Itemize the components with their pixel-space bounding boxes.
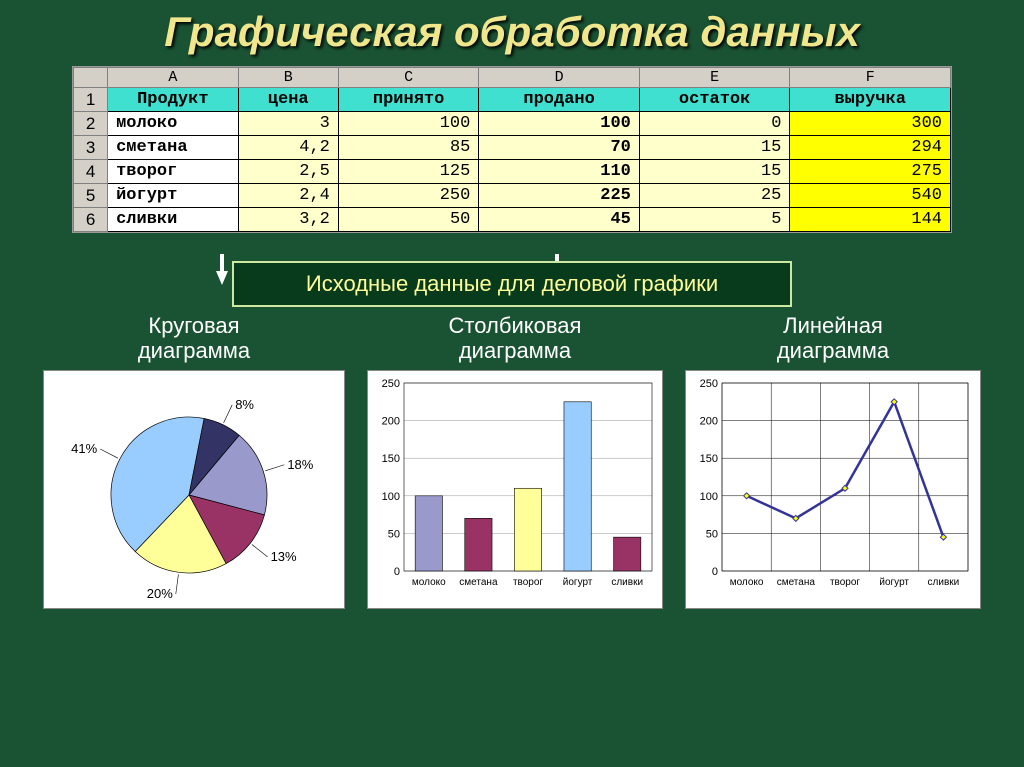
svg-text:150: 150: [700, 453, 718, 465]
cell-product: молоко: [108, 112, 238, 136]
svg-text:50: 50: [706, 528, 718, 540]
svg-text:сметана: сметана: [777, 577, 816, 588]
table-header-cell: принято: [338, 88, 478, 112]
row-number: 5: [74, 184, 108, 208]
cell-product: йогурт: [108, 184, 238, 208]
cell-remain: 25: [639, 184, 790, 208]
cell-received: 250: [338, 184, 478, 208]
table-header-cell: остаток: [639, 88, 790, 112]
charts-row: Круговаядиаграмма 18% 13% 20% 41% 8% Столбик…: [32, 313, 992, 609]
cell-remain: 15: [639, 136, 790, 160]
cell-price: 2,5: [238, 160, 338, 184]
cell-received: 100: [338, 112, 478, 136]
svg-text:200: 200: [700, 415, 718, 427]
cell-received: 125: [338, 160, 478, 184]
svg-text:150: 150: [382, 453, 400, 465]
column-header: D: [479, 68, 640, 88]
cell-sold: 110: [479, 160, 640, 184]
table-header-cell: Продукт: [108, 88, 238, 112]
cell-sold: 100: [479, 112, 640, 136]
column-header: B: [238, 68, 338, 88]
cell-product: творог: [108, 160, 238, 184]
cell-revenue: 540: [790, 184, 951, 208]
pie-chart-label: Круговаядиаграмма: [138, 313, 250, 364]
row-number: 1: [74, 88, 108, 112]
cell-price: 3,2: [238, 208, 338, 232]
column-header: A: [108, 68, 238, 88]
row-number: 4: [74, 160, 108, 184]
svg-text:йогурт: йогурт: [879, 577, 909, 588]
svg-text:18%: 18%: [287, 456, 313, 471]
svg-text:йогурт: йогурт: [563, 577, 593, 588]
cell-remain: 15: [639, 160, 790, 184]
cell-price: 3: [238, 112, 338, 136]
svg-text:250: 250: [700, 378, 718, 390]
svg-text:13%: 13%: [271, 548, 297, 563]
cell-sold: 45: [479, 208, 640, 232]
svg-text:0: 0: [712, 566, 718, 578]
column-header: [74, 68, 108, 88]
svg-text:50: 50: [388, 528, 400, 540]
svg-text:200: 200: [382, 415, 400, 427]
svg-text:8%: 8%: [235, 396, 254, 411]
arrow-left-head: [216, 271, 228, 285]
column-header: E: [639, 68, 790, 88]
cell-product: сливки: [108, 208, 238, 232]
column-header: C: [338, 68, 478, 88]
arrow-left-stem: [220, 254, 224, 272]
cell-received: 85: [338, 136, 478, 160]
table-header-cell: продано: [479, 88, 640, 112]
bar-chart-label: Столбиковаядиаграмма: [449, 313, 582, 364]
svg-text:100: 100: [700, 490, 718, 502]
svg-text:20%: 20%: [147, 586, 173, 601]
pie-chart: 18% 13% 20% 41% 8%: [43, 370, 345, 609]
table-header-cell: цена: [238, 88, 338, 112]
spreadsheet: ABCDEF 1Продуктценапринятопроданоостаток…: [72, 66, 952, 233]
row-number: 6: [74, 208, 108, 232]
bar-chart: 0 50 100 150 200 250 молоко сметана творог йогурт…: [367, 370, 663, 609]
svg-text:сметана: сметана: [459, 577, 498, 588]
row-number: 2: [74, 112, 108, 136]
svg-text:100: 100: [382, 490, 400, 502]
line-chart-label: Линейнаядиаграмма: [777, 313, 889, 364]
svg-text:41%: 41%: [71, 441, 97, 456]
slide-title: Графическая обработка данных: [0, 0, 1024, 56]
cell-revenue: 300: [790, 112, 951, 136]
callout-source-data: Исходные данные для деловой графики: [232, 261, 792, 307]
svg-text:молоко: молоко: [730, 577, 764, 588]
svg-text:0: 0: [394, 566, 400, 578]
line-chart: 0 50 100 150 200 250 молоко сметана творог йогурт…: [685, 370, 981, 609]
cell-price: 2,4: [238, 184, 338, 208]
cell-revenue: 275: [790, 160, 951, 184]
cell-sold: 70: [479, 136, 640, 160]
cell-sold: 225: [479, 184, 640, 208]
cell-price: 4,2: [238, 136, 338, 160]
cell-product: сметана: [108, 136, 238, 160]
svg-text:сливки: сливки: [928, 577, 960, 588]
cell-remain: 0: [639, 112, 790, 136]
cell-received: 50: [338, 208, 478, 232]
svg-text:творог: творог: [513, 577, 543, 588]
svg-text:творог: творог: [830, 577, 860, 588]
cell-remain: 5: [639, 208, 790, 232]
cell-revenue: 144: [790, 208, 951, 232]
svg-text:молоко: молоко: [412, 577, 446, 588]
svg-text:сливки: сливки: [611, 577, 643, 588]
table-header-cell: выручка: [790, 88, 951, 112]
column-header: F: [790, 68, 951, 88]
cell-revenue: 294: [790, 136, 951, 160]
svg-text:250: 250: [382, 378, 400, 390]
row-number: 3: [74, 136, 108, 160]
